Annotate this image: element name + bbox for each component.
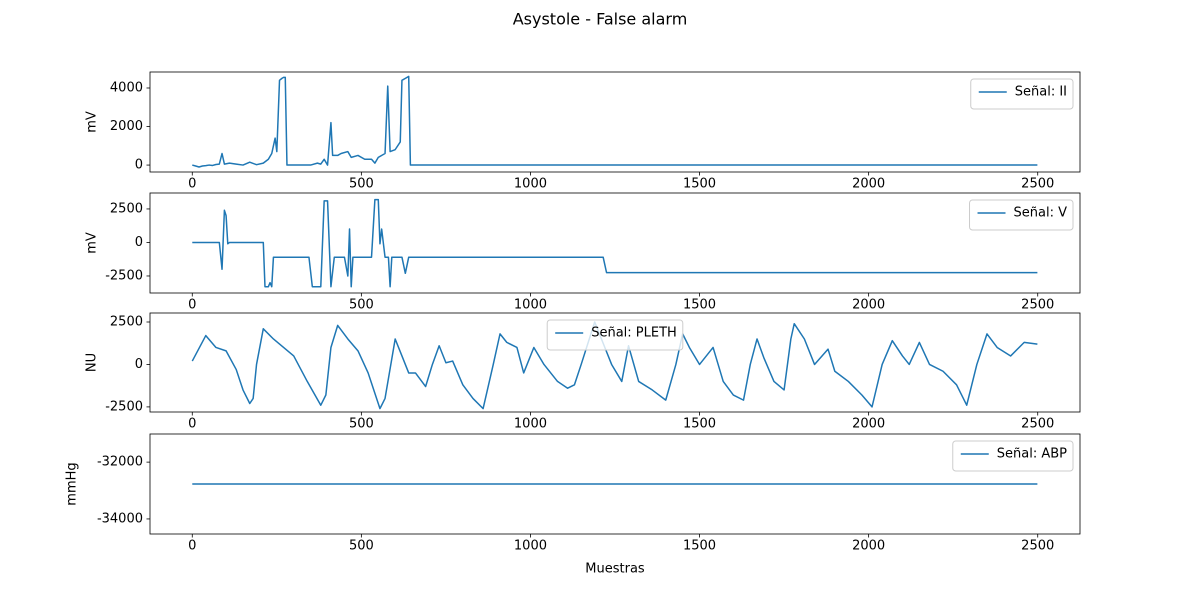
y-tick-label: -2500 [105, 399, 143, 414]
x-tick-label: 0 [188, 417, 196, 432]
y-axis-label: mV [85, 111, 100, 133]
x-tick-label: 0 [188, 539, 196, 554]
x-axis-label: Muestras [585, 562, 645, 577]
y-tick-label: 0 [135, 158, 143, 173]
legend: Señal: II [970, 78, 1074, 110]
y-tick-label: -2500 [105, 268, 143, 283]
subplot: 0 500 1000 1500 2000 2500 -34000 -32000 mmHg Mues… [65, 433, 1081, 577]
y-tick-label: 4000 [110, 80, 143, 95]
x-tick-label: 2500 [1021, 177, 1054, 192]
legend-frame [546, 319, 684, 351]
legend-label: Señal: V [1014, 206, 1068, 221]
axes-frame [149, 433, 1081, 535]
x-tick-label: 0 [188, 177, 196, 192]
x-tick-label: 2000 [852, 417, 885, 432]
x-tick-label: 2500 [1021, 298, 1054, 313]
legend-label: Señal: PLETH [591, 326, 677, 341]
x-tick-label: 1500 [683, 177, 716, 192]
y-tick-label: 0 [135, 357, 143, 372]
x-tick-label: 500 [349, 298, 374, 313]
x-tick-label: 2500 [1021, 417, 1054, 432]
y-axis-label: mmHg [65, 462, 80, 505]
series-line [192, 75, 1038, 168]
series-line [192, 198, 1038, 288]
legend-frame [969, 199, 1074, 231]
y-tick-label: -34000 [97, 511, 143, 526]
legend: Señal: PLETH [546, 319, 684, 351]
x-tick-label: 1500 [683, 417, 716, 432]
x-tick-label: 2500 [1021, 539, 1054, 554]
x-tick-label: 0 [188, 298, 196, 313]
y-tick-label: 2500 [110, 315, 143, 330]
x-tick-label: 1000 [514, 298, 547, 313]
x-tick-label: 1500 [683, 539, 716, 554]
y-axis-label: mV [85, 232, 100, 254]
y-axis-label: NU [85, 353, 100, 372]
x-tick-label: 2000 [852, 539, 885, 554]
x-tick-label: 1000 [514, 417, 547, 432]
axes-frame [149, 192, 1081, 294]
figure-title: Asystole - False alarm [513, 10, 688, 29]
legend-label: Señal: ABP [997, 447, 1067, 462]
plot-area [191, 321, 1038, 410]
y-tick-label: -32000 [97, 455, 143, 470]
axes-frame [149, 71, 1081, 173]
subplot: 0 500 1000 1500 2000 2500 -2500 0 2500 NU Señal: P… [85, 312, 1081, 432]
series-line [191, 321, 1038, 410]
legend: Señal: ABP [952, 440, 1074, 472]
y-tick-label: 0 [135, 235, 143, 250]
legend-frame [970, 78, 1074, 110]
x-tick-label: 500 [349, 539, 374, 554]
x-tick-label: 2000 [852, 177, 885, 192]
plot-area [192, 75, 1038, 168]
legend-label: Señal: II [1015, 85, 1067, 100]
x-tick-label: 500 [349, 177, 374, 192]
legend-frame [952, 440, 1074, 472]
subplot: 0 500 1000 1500 2000 2500 0 2000 4000 mV Señal: II [85, 71, 1081, 192]
x-tick-label: 1000 [514, 539, 547, 554]
y-tick-label: 2500 [110, 201, 143, 216]
legend: Señal: V [969, 199, 1074, 231]
x-tick-label: 1000 [514, 177, 547, 192]
plot-area [192, 198, 1038, 288]
x-tick-label: 1500 [683, 298, 716, 313]
x-tick-label: 500 [349, 417, 374, 432]
y-tick-label: 2000 [110, 119, 143, 134]
subplot: 0 500 1000 1500 2000 2500 -2500 0 2500 mV Señal: V [85, 192, 1081, 313]
x-tick-label: 2000 [852, 298, 885, 313]
axes-frame [149, 312, 1081, 413]
